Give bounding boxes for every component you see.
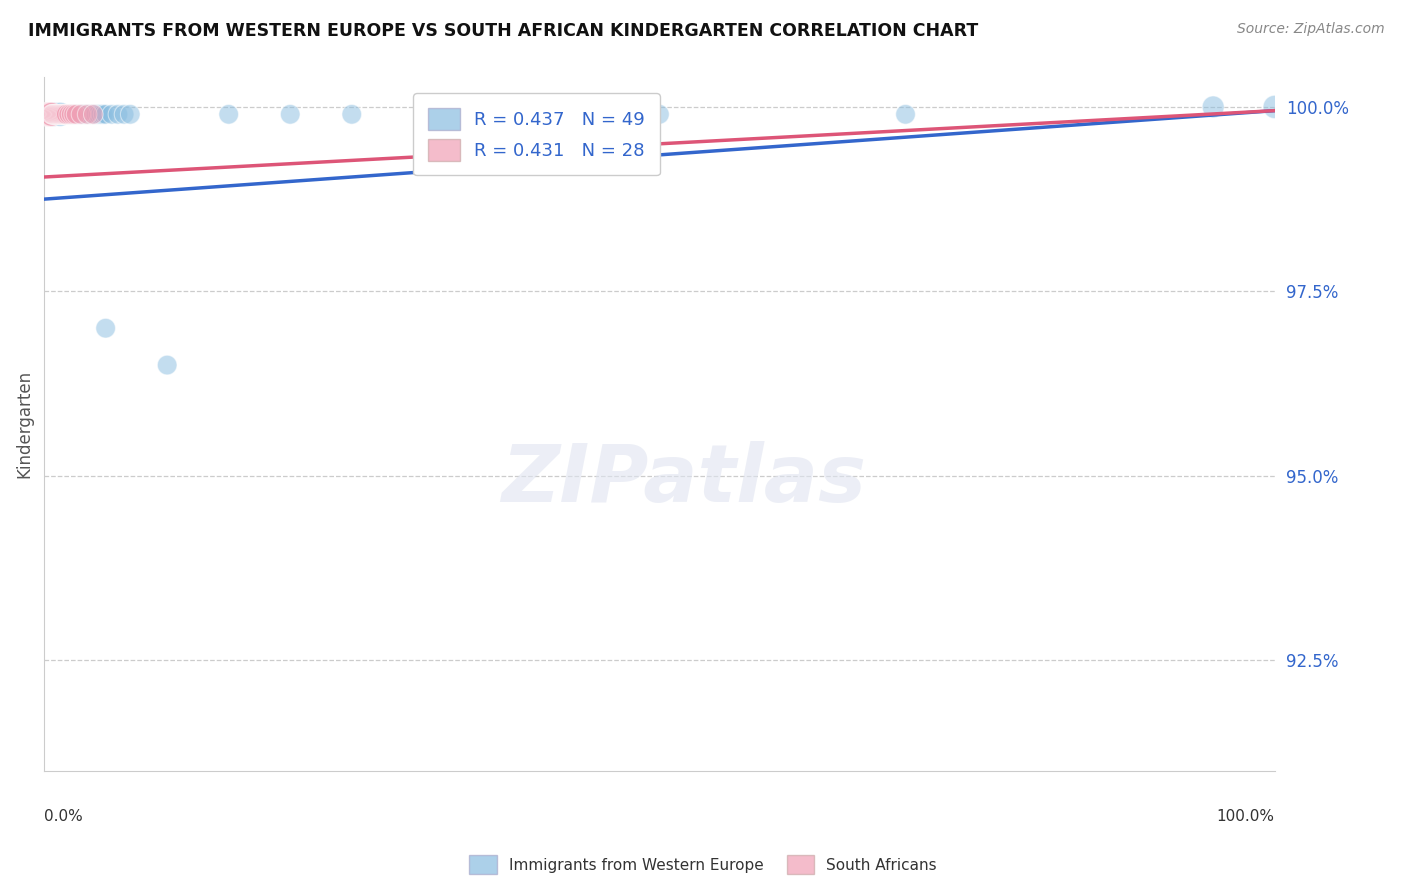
Point <box>112 107 135 121</box>
Point <box>39 107 62 121</box>
Point <box>41 107 63 121</box>
Point <box>60 107 83 121</box>
Point <box>38 107 60 121</box>
Text: ZIPatlas: ZIPatlas <box>502 441 866 518</box>
Point <box>82 107 104 121</box>
Point <box>82 107 104 121</box>
Point <box>87 107 110 121</box>
Point <box>38 107 60 121</box>
Point <box>37 107 59 121</box>
Point <box>53 107 76 121</box>
Point <box>55 107 77 121</box>
Point <box>340 107 363 121</box>
Point <box>52 107 75 121</box>
Point <box>44 107 66 121</box>
Point <box>52 107 75 121</box>
Point <box>42 107 65 121</box>
Point <box>46 107 69 121</box>
Point <box>42 107 65 121</box>
Point <box>1264 100 1286 114</box>
Point <box>91 107 114 121</box>
Point <box>42 107 65 121</box>
Point <box>55 107 77 121</box>
Point <box>894 107 917 121</box>
Point <box>1202 100 1225 114</box>
Point <box>48 107 70 121</box>
Point <box>35 107 58 121</box>
Point <box>65 107 87 121</box>
Point <box>51 107 73 121</box>
Text: 100.0%: 100.0% <box>1216 809 1275 824</box>
Point <box>41 107 63 121</box>
Point <box>56 107 79 121</box>
Point <box>42 107 65 121</box>
Point <box>120 107 142 121</box>
Point <box>107 107 129 121</box>
Point <box>41 107 63 121</box>
Point <box>52 107 75 121</box>
Point <box>62 107 84 121</box>
Point <box>62 107 84 121</box>
Point <box>52 107 75 121</box>
Point <box>72 107 94 121</box>
Point <box>65 107 87 121</box>
Point <box>101 107 124 121</box>
Point <box>45 107 67 121</box>
Legend: Immigrants from Western Europe, South Africans: Immigrants from Western Europe, South Af… <box>463 849 943 880</box>
Text: 0.0%: 0.0% <box>44 809 83 824</box>
Point <box>45 107 67 121</box>
Text: IMMIGRANTS FROM WESTERN EUROPE VS SOUTH AFRICAN KINDERGARTEN CORRELATION CHART: IMMIGRANTS FROM WESTERN EUROPE VS SOUTH … <box>28 22 979 40</box>
Point <box>42 107 65 121</box>
Point <box>278 107 301 121</box>
Point <box>94 107 117 121</box>
Point <box>39 107 62 121</box>
Point <box>94 321 117 335</box>
Point <box>84 107 107 121</box>
Point <box>42 107 65 121</box>
Point <box>58 107 80 121</box>
Point <box>44 107 66 121</box>
Point <box>46 107 69 121</box>
Legend: R = 0.437   N = 49, R = 0.431   N = 28: R = 0.437 N = 49, R = 0.431 N = 28 <box>413 94 659 176</box>
Point <box>70 107 93 121</box>
Point <box>90 107 112 121</box>
Point <box>51 107 73 121</box>
Point <box>48 107 70 121</box>
Point <box>42 107 65 121</box>
Point <box>648 107 671 121</box>
Point <box>67 107 90 121</box>
Point <box>76 107 98 121</box>
Point <box>53 107 76 121</box>
Point <box>49 107 72 121</box>
Point <box>41 107 63 121</box>
Point <box>37 107 59 121</box>
Point <box>58 107 80 121</box>
Point <box>218 107 240 121</box>
Point <box>38 107 60 121</box>
Text: Source: ZipAtlas.com: Source: ZipAtlas.com <box>1237 22 1385 37</box>
Point <box>39 107 62 121</box>
Point <box>80 107 103 121</box>
Point <box>77 107 100 121</box>
Point <box>49 107 72 121</box>
Point <box>60 107 83 121</box>
Point <box>156 358 179 372</box>
Point <box>70 107 93 121</box>
Point <box>75 107 97 121</box>
Y-axis label: Kindergarten: Kindergarten <box>15 370 32 478</box>
